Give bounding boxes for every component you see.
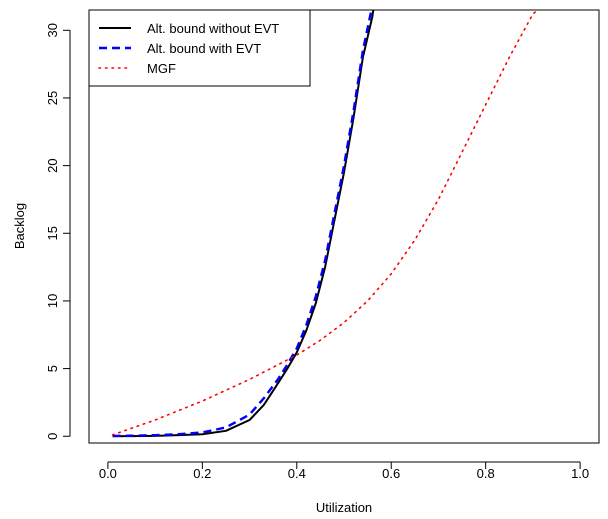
legend-box: [88, 9, 311, 87]
x-tick-label: 1.0: [571, 466, 589, 481]
legend-label-3: MGF: [147, 61, 176, 76]
y-tick-label: 30: [45, 23, 60, 37]
x-tick-label: 0.6: [382, 466, 400, 481]
x-tick-label: 0.8: [477, 466, 495, 481]
y-tick-label: 5: [45, 365, 60, 372]
y-tick-label: 25: [45, 91, 60, 105]
y-axis-title: Backlog: [12, 203, 27, 249]
series-line-2: [112, 10, 373, 438]
x-tick-label: 0.2: [193, 466, 211, 481]
y-tick-label: 0: [45, 433, 60, 440]
y-tick-label: 20: [45, 158, 60, 172]
y-tick-label: 15: [45, 226, 60, 240]
y-tick-label: 10: [45, 294, 60, 308]
x-tick-label: 0.4: [288, 466, 306, 481]
series-line-3: [111, 10, 539, 436]
x-tick-label: 0.0: [99, 466, 117, 481]
plot-frame: [88, 9, 600, 444]
x-axis-title: Utilization: [316, 500, 372, 515]
legend-label-1: Alt. bound without EVT: [147, 21, 279, 36]
legend: Alt. bound without EVT Alt. bound with EV…: [88, 9, 311, 87]
legend-label-2: Alt. bound with EVT: [147, 41, 261, 56]
